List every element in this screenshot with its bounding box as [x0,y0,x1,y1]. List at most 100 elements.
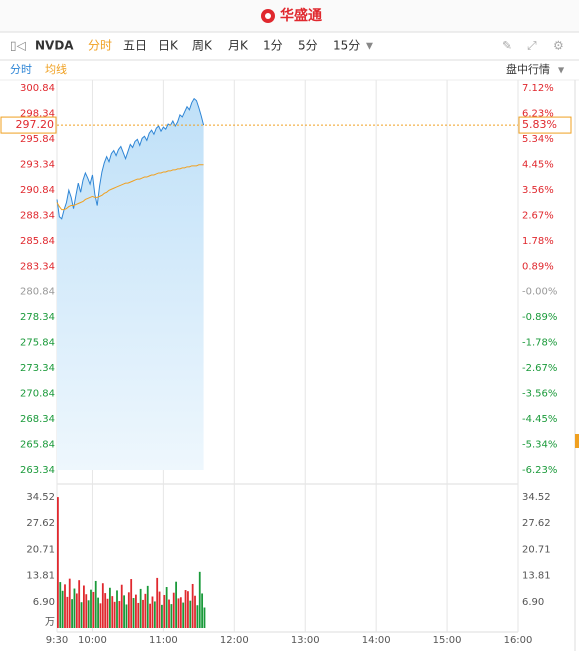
volume-bar [101,583,104,628]
y2-tick-label: -0.00% [522,287,557,298]
y-tick-label: 288.34 [20,210,55,221]
volume-bar [146,585,149,628]
volume-tick-label: 6.90 [522,597,544,608]
x-tick-label: 14:00 [362,635,391,646]
volume-bar [175,581,178,628]
fullscreen-icon[interactable]: ⤢ [526,39,537,53]
volume-bar [66,596,69,628]
volume-bar [203,607,206,628]
dropdown-icon[interactable]: ▼ [558,66,565,75]
volume-bar [125,604,128,628]
volume-bar [109,587,111,628]
price-area [57,98,204,471]
volume-bar [189,600,192,628]
draw-icon[interactable]: ✎ [502,39,512,53]
side-marker [575,434,579,448]
y2-tick-label: 5.34% [522,134,554,145]
header-bg [0,0,579,32]
volume-bar [184,590,187,628]
volume-bar [137,602,140,628]
y-tick-label: 293.34 [20,159,55,170]
dropdown-icon[interactable]: ▼ [366,42,373,52]
y2-tick-label: 7.12% [522,83,554,94]
volume-bar [201,593,204,628]
volume-bar [106,598,109,628]
volume-bar [90,589,92,628]
volume-tick-label: 27.62 [522,518,551,529]
volume-tick-label: 34.52 [26,492,55,503]
logo: 华盛通 [280,7,322,24]
volume-bar [111,596,114,628]
volume-bar [64,584,66,628]
volume-bar [68,578,71,628]
volume-bar [194,595,196,628]
volume-bar [135,594,137,628]
y-tick-label: 275.84 [20,338,55,349]
tab[interactable]: 5分 [298,39,318,53]
tab[interactable]: 月K [228,39,249,53]
average-line [56,164,204,211]
volume-bar [149,603,151,628]
volume-bar [170,604,173,628]
tab[interactable]: 1分 [263,39,283,53]
y-tick-label: 278.34 [20,312,55,323]
volume-bar [92,591,95,628]
volume-bar [196,605,199,628]
volume-bar [130,579,133,628]
price-line [56,97,205,220]
collapse-icon[interactable]: ▯◁ [10,39,26,53]
y2-tick-label: -0.89% [522,312,557,323]
y2-tick-label: 2.67% [522,210,554,221]
y-tick-label: 290.84 [20,185,55,196]
x-tick-label: 16:00 [504,635,533,646]
volume-bar [116,590,118,628]
volume-bar [75,593,78,628]
volume-bar [118,601,121,628]
x-tick-label: 10:00 [78,635,107,646]
y2-tick-label: 1.78% [522,236,554,247]
current-change: 5.83% [522,118,557,131]
volume-bar [104,593,107,628]
tab[interactable]: 周K [192,39,213,53]
y2-tick-label: 6.23% [522,108,554,119]
tab[interactable]: 15分 [333,39,360,53]
volume-bar [97,597,99,628]
volume-bar [87,600,90,628]
volume-bar [168,599,170,628]
volume-bar [78,580,81,628]
volume-bar [80,602,83,628]
subtab[interactable]: 均线 [45,62,67,76]
symbol: NVDA [35,39,74,53]
market-mode[interactable]: 盘中行情 [506,62,550,76]
volume-tick-label: 13.81 [522,571,551,582]
volume-bar [59,582,62,628]
y-tick-label: 265.84 [20,440,55,451]
volume-bar [191,583,194,628]
tab[interactable]: 分时 [88,39,112,53]
volume-bar [83,585,85,628]
volume-bar [179,597,182,628]
volume-bar [127,592,130,628]
y2-tick-label: 3.56% [522,185,554,196]
x-tick-label: 15:00 [433,635,462,646]
y-tick-label: 300.84 [20,83,55,94]
volume-bar [113,601,116,628]
logo-icon [261,9,275,23]
subtab[interactable]: 分时 [10,63,32,76]
tab[interactable]: 五日 [123,39,147,53]
volume-tick-label: 13.81 [26,571,55,582]
settings-icon[interactable]: ⚙ [553,39,564,53]
volume-bar [139,588,142,628]
volume-bar [156,577,159,628]
volume-bar [57,497,59,628]
volume-bar [163,594,166,628]
y-tick-label: 280.84 [20,287,55,298]
y-tick-label: 283.34 [20,261,55,272]
y-tick-label: 263.34 [20,465,55,476]
volume-tick-label: 27.62 [26,518,55,529]
volume-bar [61,590,64,628]
tab[interactable]: 日K [158,39,179,53]
volume-bar [158,591,161,628]
y-tick-label: 273.34 [20,363,55,374]
